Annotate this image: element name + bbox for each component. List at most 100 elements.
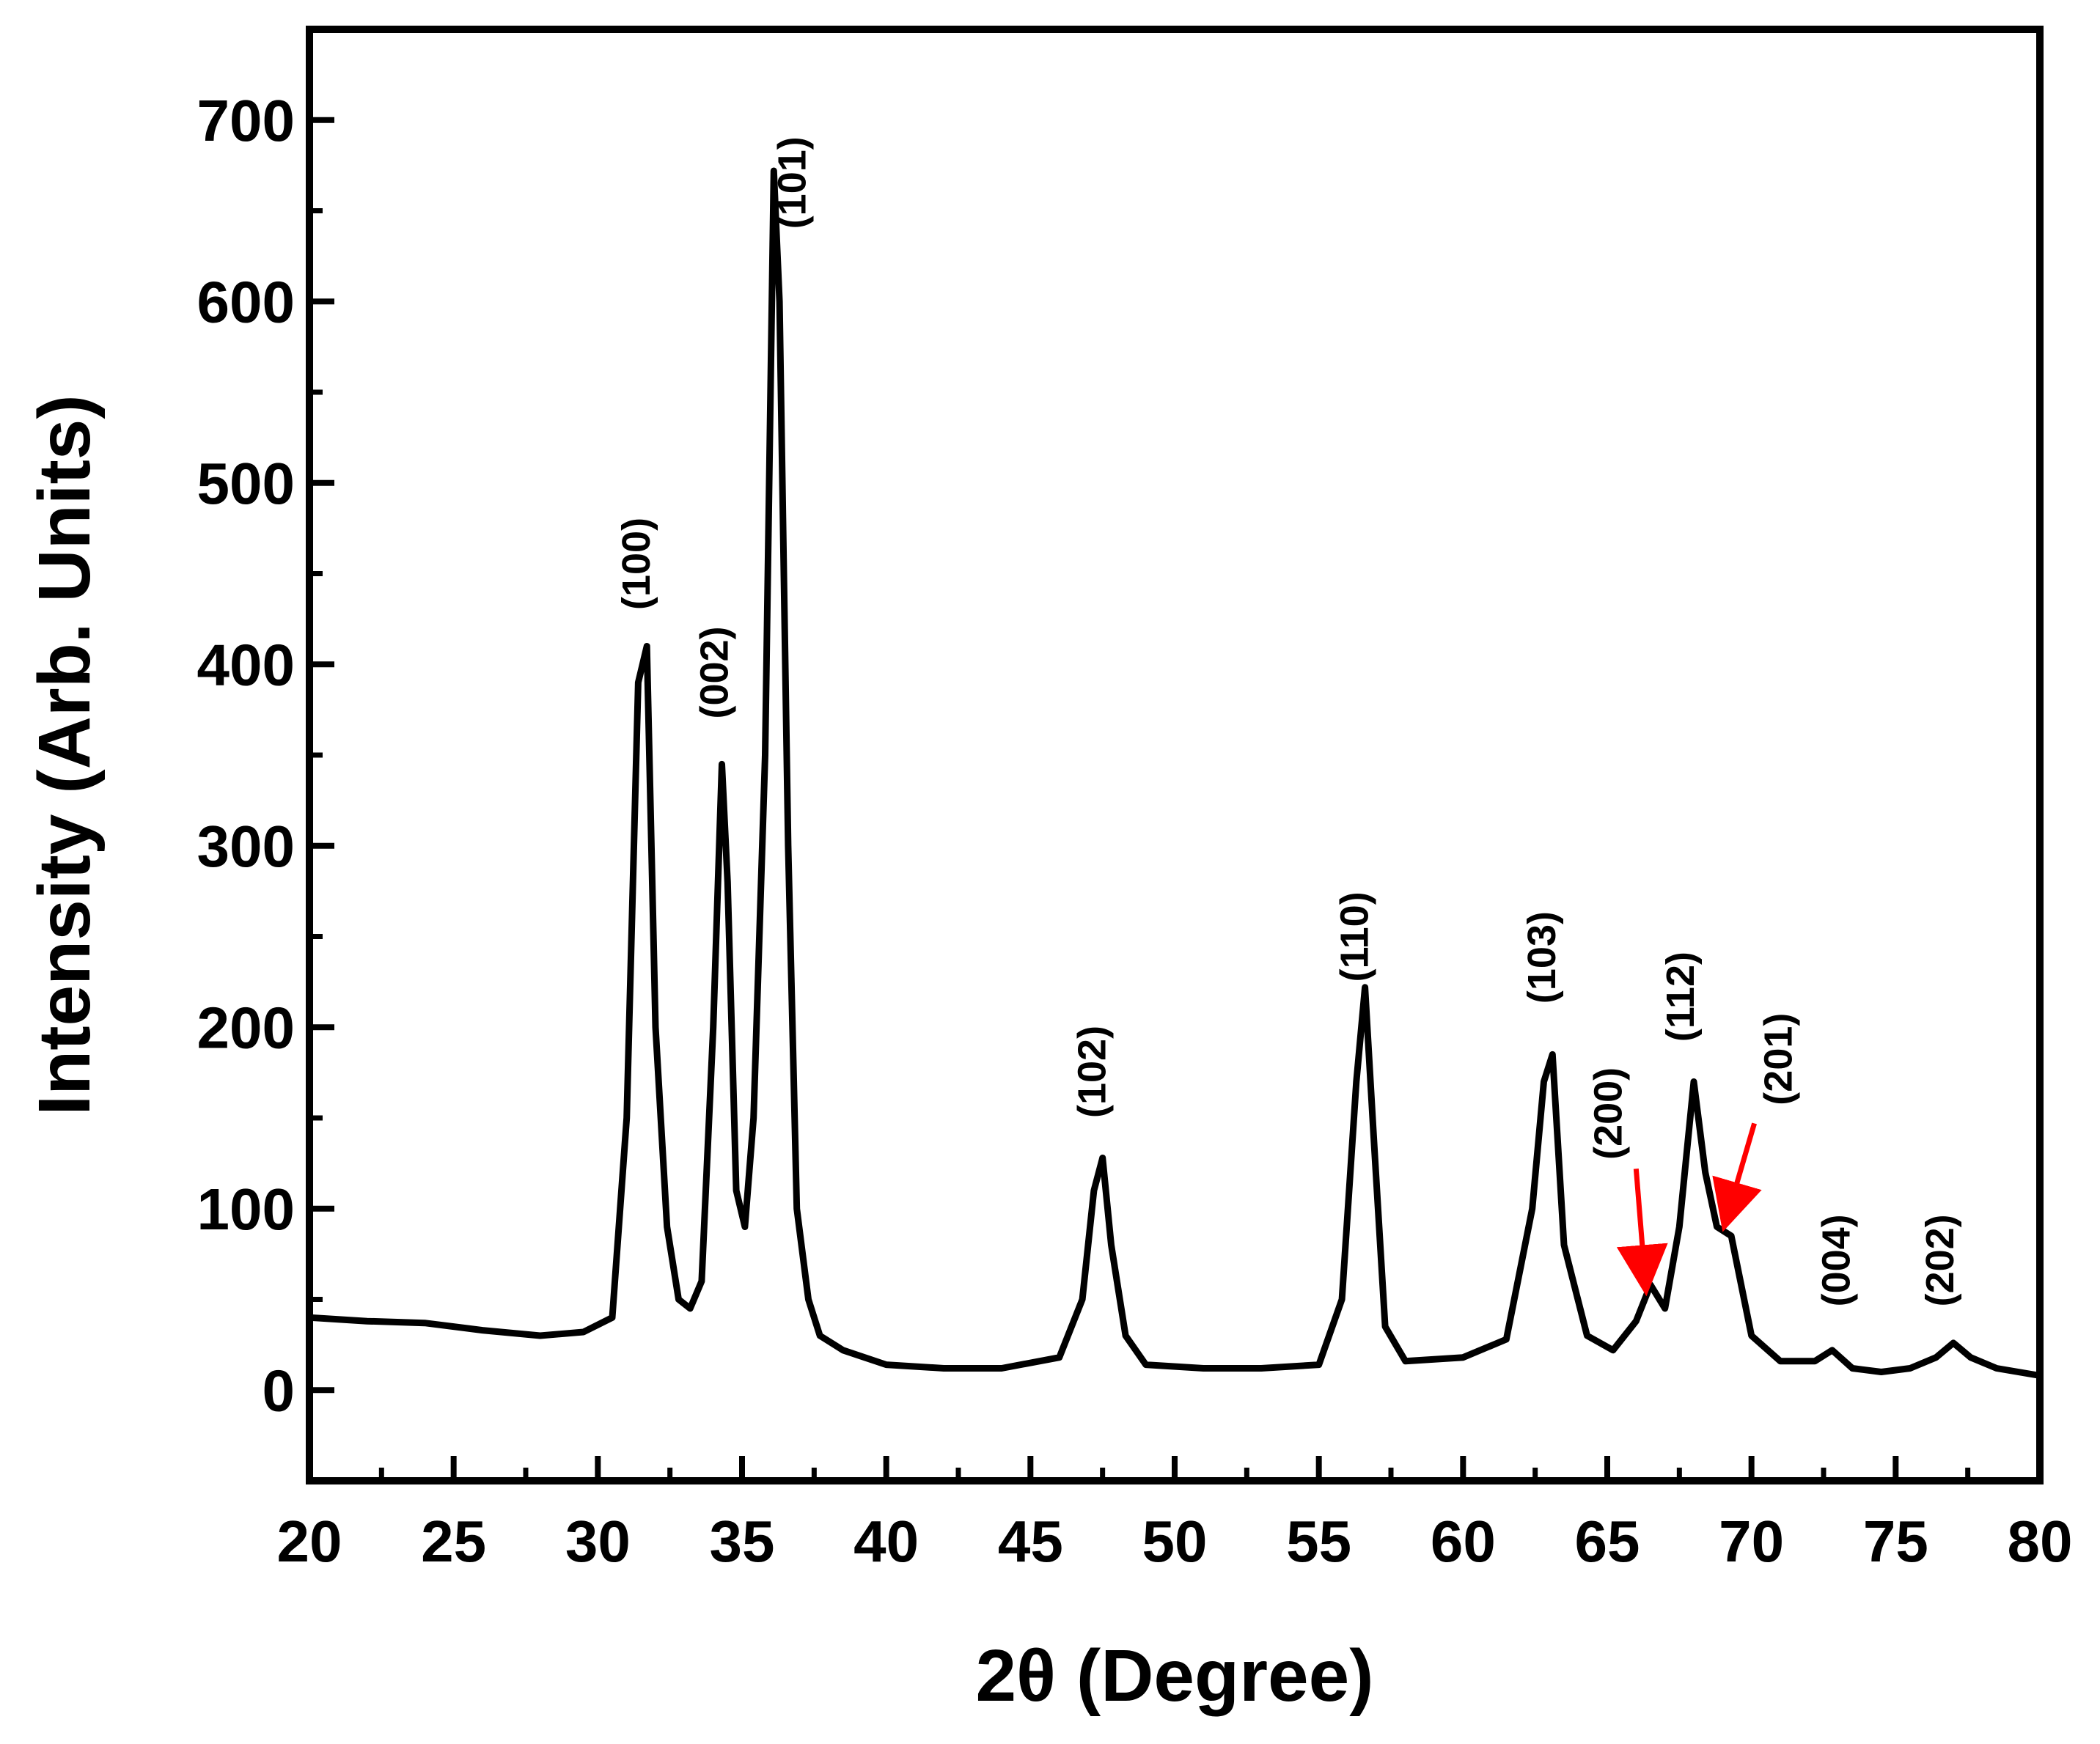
- data-point: [1648, 1282, 1653, 1287]
- data-point: [1714, 1224, 1719, 1229]
- peak-label: (102): [1071, 1026, 1115, 1118]
- data-point: [1692, 1079, 1696, 1084]
- data-point: [1908, 1366, 1912, 1371]
- data-point: [610, 1315, 614, 1320]
- data-point: [777, 299, 782, 304]
- data-point: [725, 880, 730, 885]
- peak-arrow: [1616, 1169, 1668, 1297]
- data-point: [1850, 1366, 1855, 1371]
- data-point: [1201, 1366, 1206, 1371]
- data-point: [624, 1116, 629, 1120]
- data-point: [1504, 1337, 1509, 1342]
- data-point: [1994, 1366, 1999, 1371]
- y-tick-label: 500: [197, 451, 295, 516]
- x-tick-label: 75: [1863, 1509, 1928, 1574]
- peak-label: (202): [1918, 1214, 1962, 1306]
- data-point: [1100, 1155, 1105, 1160]
- data-point: [1550, 1052, 1555, 1057]
- peak-label: (201): [1757, 1013, 1801, 1105]
- data-point: [884, 1362, 889, 1367]
- data-point: [1703, 1170, 1708, 1175]
- y-tick-label: 100: [197, 1177, 295, 1242]
- data-point: [719, 762, 724, 767]
- y-tick-label: 600: [197, 269, 295, 334]
- data-point: [1585, 1333, 1590, 1338]
- data-point: [1109, 1243, 1114, 1248]
- data-point: [818, 1333, 823, 1338]
- data-point: [1143, 1362, 1148, 1367]
- x-tick-label: 25: [421, 1509, 486, 1574]
- data-point: [1677, 1224, 1682, 1229]
- data-point: [1562, 1243, 1566, 1248]
- data-point: [711, 1025, 716, 1030]
- data-point: [1057, 1355, 1062, 1360]
- data-point: [480, 1328, 485, 1333]
- y-tick-label: 0: [262, 1358, 295, 1423]
- data-point: [941, 1366, 947, 1371]
- data-point: [1340, 1297, 1345, 1302]
- data-point: [537, 1333, 543, 1338]
- plot-area: [306, 167, 2044, 1379]
- data-point: [1354, 1079, 1359, 1084]
- data-point: [1813, 1358, 1818, 1364]
- xrd-line-series-0: [306, 167, 2044, 1379]
- data-point: [1259, 1366, 1263, 1371]
- data-point: [742, 1224, 747, 1229]
- peak-label: (004): [1814, 1214, 1858, 1306]
- x-tick-label: 65: [1575, 1509, 1640, 1574]
- x-tick-label: 80: [2008, 1509, 2073, 1574]
- data-point: [688, 1306, 693, 1311]
- y-tick-label: 700: [197, 88, 295, 153]
- x-tick-label: 20: [277, 1509, 342, 1574]
- peak-label: (112): [1659, 952, 1703, 1042]
- data-point: [1316, 1362, 1321, 1367]
- peak-label: (101): [771, 136, 815, 229]
- x-tick-label: 60: [1431, 1509, 1496, 1574]
- data-point: [1091, 1188, 1096, 1193]
- data-point: [581, 1330, 586, 1334]
- data-point: [653, 1025, 658, 1030]
- data-point: [1371, 1133, 1376, 1138]
- data-point: [734, 1188, 739, 1193]
- peak-label: (110): [1333, 891, 1377, 982]
- data-point: [1362, 985, 1367, 990]
- data-point: [422, 1320, 427, 1325]
- data-point: [785, 843, 790, 848]
- data-point: [1729, 1233, 1734, 1238]
- data-point: [664, 1224, 669, 1229]
- data-point: [1662, 1306, 1667, 1311]
- y-tick-label: 300: [197, 814, 295, 879]
- data-point: [645, 644, 650, 649]
- x-tick-label: 35: [710, 1509, 775, 1574]
- peak-label: (100): [614, 518, 658, 610]
- peak-label: (200): [1587, 1067, 1631, 1160]
- data-point: [1829, 1347, 1835, 1353]
- data-point: [1123, 1333, 1128, 1338]
- x-tick-label: 30: [565, 1509, 631, 1574]
- y-tick-label: 200: [197, 995, 295, 1060]
- data-point: [1541, 1079, 1546, 1084]
- data-point: [699, 1278, 704, 1284]
- data-point: [999, 1366, 1004, 1371]
- data-point: [636, 680, 641, 685]
- data-point: [1951, 1340, 1956, 1345]
- data-point: [771, 169, 777, 173]
- data-point: [1634, 1319, 1639, 1324]
- data-point: [1610, 1347, 1615, 1353]
- data-point: [1879, 1369, 1884, 1375]
- data-point: [794, 1206, 799, 1211]
- data-point: [676, 1297, 681, 1302]
- data-point: [1968, 1355, 1973, 1360]
- x-tick-label: 50: [1142, 1509, 1208, 1574]
- peak-label: (002): [692, 626, 736, 718]
- y-tick-label: 400: [197, 632, 295, 697]
- peak-label: (103): [1520, 911, 1564, 1004]
- data-point: [1383, 1324, 1388, 1329]
- data-point: [1778, 1358, 1783, 1364]
- data-point: [763, 753, 768, 757]
- data-point: [806, 1297, 811, 1302]
- x-axis-ticks: 20 25 30 35 40 45 50 55 60 65 70 75 80: [277, 1456, 2073, 1574]
- x-tick-label: 70: [1719, 1509, 1784, 1574]
- y-axis-ticks: 0 100 200 300 400 500 600 700: [197, 88, 334, 1423]
